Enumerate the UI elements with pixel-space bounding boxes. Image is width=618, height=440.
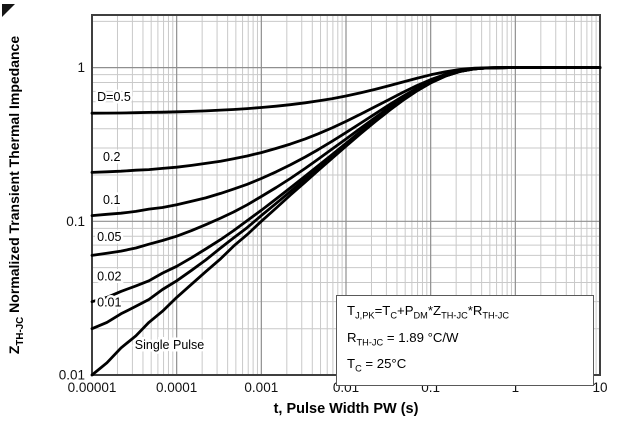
x-tick-label: 1 [512,380,520,395]
curve-label: 0.05 [97,230,121,244]
curve-label: 0.2 [103,150,120,164]
x-tick-label: 10 [592,380,607,395]
annotation-tc-value: TC = 25°C [347,356,407,374]
curve-label-halo: 0.05 [97,230,121,244]
curve-label-halo: 0.01 [97,296,121,310]
y-tick-label: 1 [77,60,85,75]
curve-label-halo: Single Pulse [135,338,205,352]
curve-label-halo: 0.1 [103,193,120,207]
curve-label: D=0.5 [97,90,131,104]
x-tick-label: 0.0001 [156,380,197,395]
curve-single-pulse [90,66,602,377]
curve-label-halo: 0.2 [103,150,120,164]
annotation-box: TJ,PK=TC+PDM*ZTH-JC*RTH-JC RTH-JC = 1.89… [336,295,594,386]
curve-label: 0.01 [97,296,121,310]
curve-label: 0.1 [103,193,120,207]
curve-label-halo: 0.02 [97,269,121,283]
curve-label: Single Pulse [135,338,205,352]
curve-label: 0.02 [97,269,121,283]
annotation-formula: TJ,PK=TC+PDM*ZTH-JC*RTH-JC [347,303,510,321]
y-tick-label: 0.1 [66,214,85,229]
curve-label-halo: D=0.5 [97,90,131,104]
y-tick-label: 0.01 [59,368,85,383]
x-axis-title: t, Pulse Width PW (s) [273,401,419,417]
x-tick-label: 0.00001 [68,380,117,395]
x-tick-label: 0.001 [244,380,278,395]
annotation-rth-value: RTH-JC = 1.89 °C/W [347,329,459,348]
y-axis-title: ZTH-JC Normalized Transient Thermal Impe… [6,35,26,355]
